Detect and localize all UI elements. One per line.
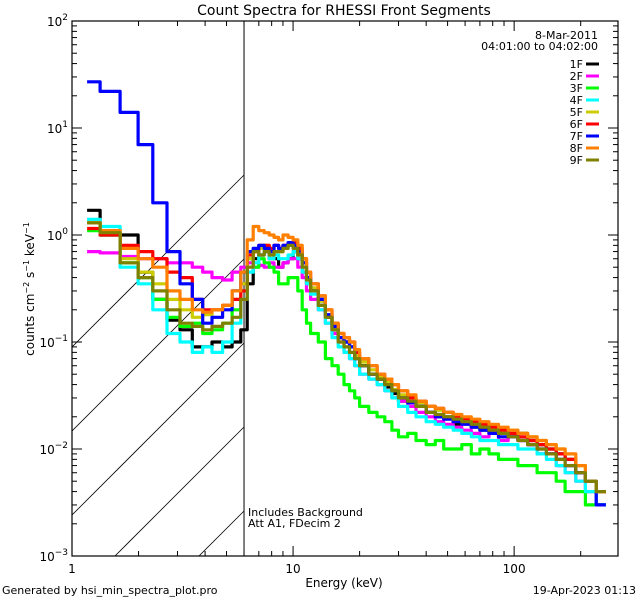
legend-label: 8F (570, 142, 583, 155)
annotation-attenuator: Att A1, FDecim 2 (248, 517, 341, 530)
series-4F (87, 217, 606, 507)
series-5F (87, 221, 606, 494)
annotation-background: Includes Background (248, 506, 363, 519)
legend-label: 3F (570, 82, 583, 95)
footer-generated-by: Generated by hsi_min_spectra_plot.pro (2, 584, 218, 597)
series-8F (87, 221, 606, 494)
y-tick-label: 102 (47, 13, 68, 29)
x-axis: 1 10 100 (68, 21, 582, 576)
legend-label: 6F (570, 118, 583, 131)
legend-label: 5F (570, 106, 583, 119)
legend-header: 04:01:00 to 04:02:00 (481, 40, 598, 53)
hatch-line (72, 342, 245, 516)
x-tick-label: 1 (68, 562, 76, 576)
y-tick-label: 100 (47, 227, 68, 243)
legend-header: 8-Mar-2011 (535, 29, 598, 42)
chart-title: Count Spectra for RHESSI Front Segments (197, 3, 491, 19)
series-3F (87, 229, 606, 507)
plot-frame (71, 20, 619, 557)
hatched-region (72, 174, 245, 556)
series-9F (87, 221, 606, 494)
x-tick-label: 10 (285, 562, 300, 576)
x-tick-label: 100 (503, 562, 526, 576)
y-tick-label: 10−3 (39, 548, 68, 564)
y-axis-label: counts cm−2 s−1 keV−1 (22, 222, 37, 356)
hatch-line (198, 510, 245, 556)
legend-label: 4F (570, 94, 583, 107)
x-axis-label: Energy (keV) (305, 576, 382, 590)
legend-label: 9F (570, 154, 583, 167)
hatch-line (72, 258, 245, 432)
y-tick-label: 10−2 (39, 441, 68, 457)
footer-timestamp: 19-Apr-2023 01:13 (533, 584, 636, 597)
hatch-line (114, 426, 245, 556)
y-axis: 102 101 100 10−1 10−2 10−3 (39, 13, 618, 564)
legend-label: 1F (570, 58, 583, 71)
y-axis-label-text: counts cm−2 s−1 keV−1 (22, 222, 37, 356)
legend-label: 2F (570, 70, 583, 83)
hatch-line (72, 174, 245, 348)
legend-label: 7F (570, 130, 583, 143)
y-tick-label: 101 (47, 120, 68, 136)
y-tick-label: 10−1 (39, 334, 68, 350)
series-layer (87, 80, 606, 507)
